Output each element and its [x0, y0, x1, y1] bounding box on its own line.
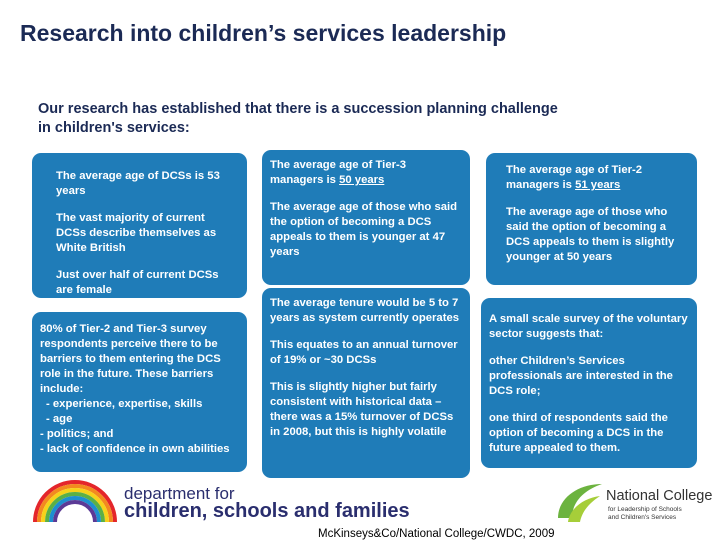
paragraph: The average age of Tier-2 managers is 51…: [506, 163, 677, 193]
paragraph: The vast majority of current DCSs descri…: [56, 212, 217, 254]
paragraph: The average tenure would be 5 to 7 years…: [270, 297, 460, 324]
underlined-text: 50 years: [339, 174, 385, 186]
source: McKinseys&Co/National College/CWDC, 2009: [318, 528, 555, 540]
paragraph: 80% of Tier-2 and Tier-3 survey responde…: [40, 323, 221, 395]
paragraph: The average age of those who said the op…: [506, 206, 675, 263]
paragraph: - politics; and: [40, 428, 114, 440]
rainbow-logo: [33, 480, 117, 523]
info-box: 80% of Tier-2 and Tier-3 survey responde…: [32, 312, 247, 472]
text: The average age of Tier-2 managers is: [506, 164, 643, 191]
text: The average age of Tier-3 managers is: [270, 159, 407, 186]
underlined-text: 51 years: [575, 179, 621, 191]
paragraph: A small scale survey of the voluntary se…: [489, 313, 688, 340]
logo-text: children, schools and families: [124, 500, 410, 522]
info-box: The average age of Tier-2 managers is 51…: [486, 153, 697, 285]
info-box: The average age of DCSs is 53 years The v…: [32, 153, 247, 298]
paragraph: - age: [46, 413, 73, 425]
paragraph: The average age of Tier-3 managers is 50…: [270, 158, 462, 188]
logo-text: and Children's Services: [608, 514, 677, 521]
info-box: The average age of Tier-3 managers is 50…: [262, 150, 470, 285]
paragraph: other Children’s Services professionals …: [489, 355, 673, 397]
title: Research into children’s services leader…: [20, 20, 507, 46]
logo-text: department for: [124, 484, 235, 503]
paragraph: This equates to an annual turnover of 19…: [270, 339, 458, 366]
logo-text: for Leadership of Schools: [608, 506, 682, 513]
paragraph: The average age of those who said the op…: [270, 201, 458, 258]
paragraph: The average age of DCSs is 53 years: [56, 170, 220, 197]
info-box: The average tenure would be 5 to 7 years…: [262, 288, 470, 478]
paragraph: - experience, expertise, skills: [46, 398, 203, 410]
paragraph: - lack of confidence in own abilities: [40, 443, 230, 455]
paragraph: Just over half of current DCSs are femal…: [56, 269, 219, 296]
paragraph: This is slightly higher but fairly consi…: [270, 381, 454, 438]
paragraph: one third of respondents said the option…: [489, 412, 668, 454]
info-box: A small scale survey of the voluntary se…: [481, 298, 697, 468]
college-logo: [558, 484, 602, 522]
intro: Our research has established that there …: [38, 101, 558, 136]
logo-text: National College: [606, 488, 713, 504]
